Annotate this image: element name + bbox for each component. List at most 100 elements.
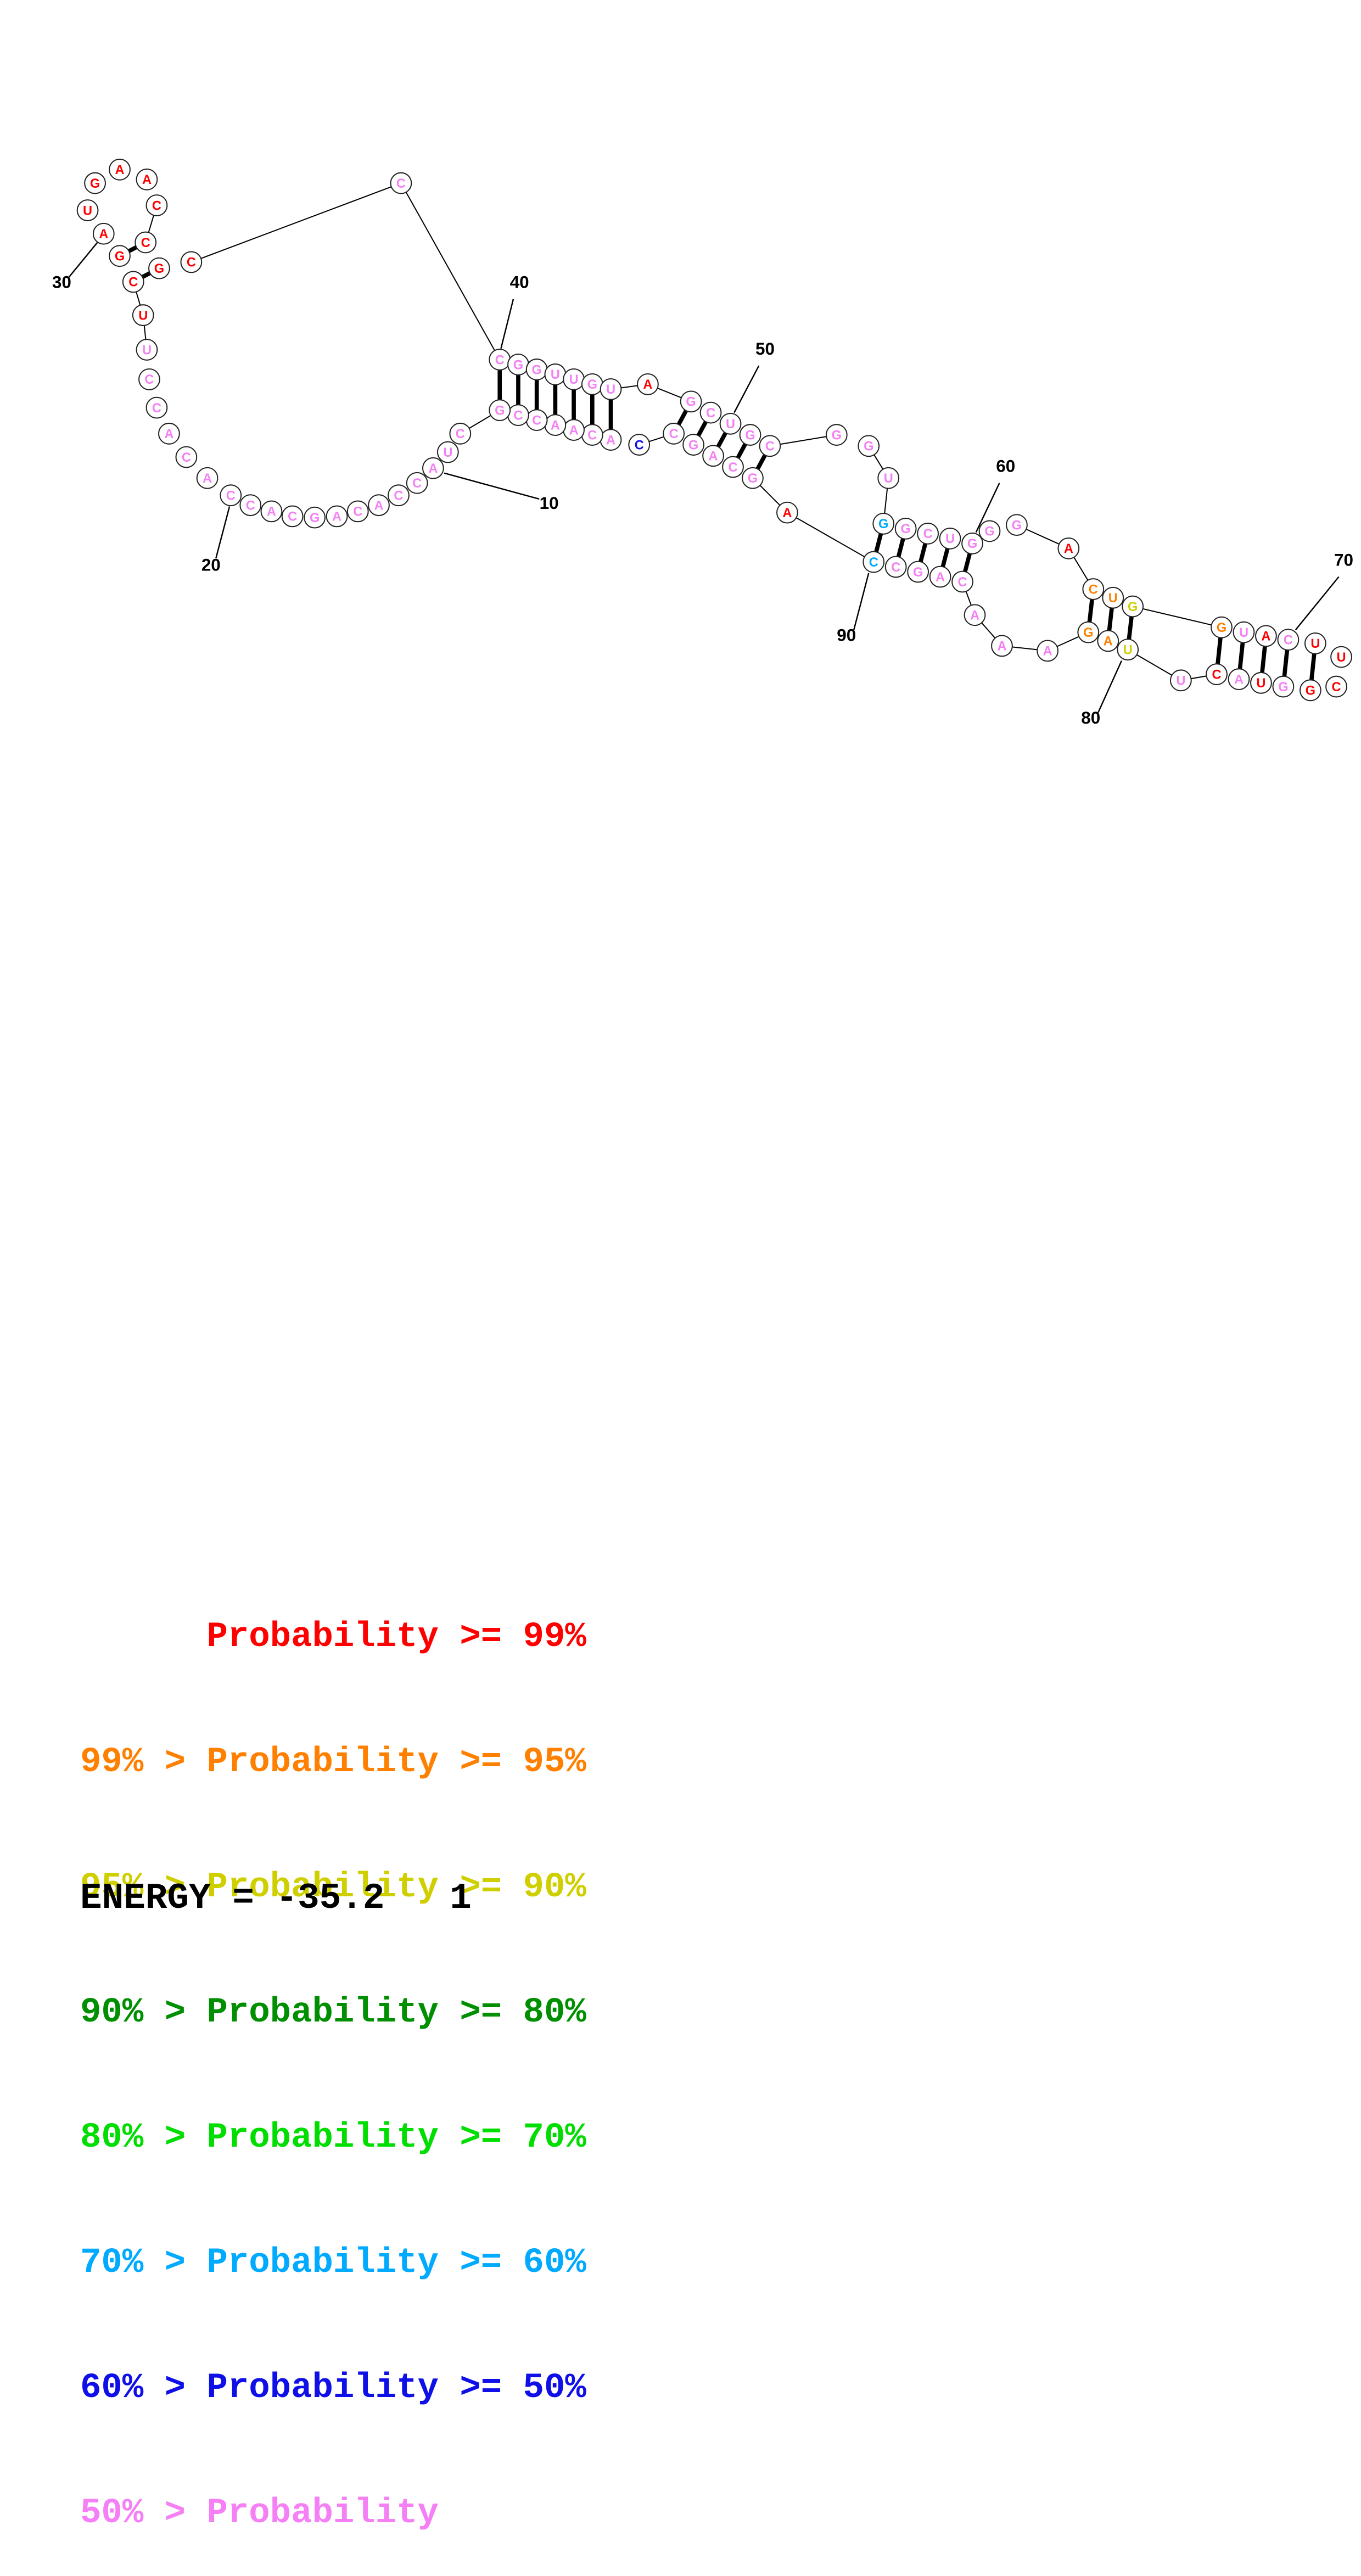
nucleotide: U [1169, 669, 1192, 692]
backbone-link [770, 434, 837, 447]
nucleotide: A [702, 445, 724, 467]
position-label: 30 [52, 273, 71, 292]
svg-text:G: G [1012, 518, 1022, 532]
svg-text:A: A [936, 570, 945, 584]
position-label: 70 [1334, 550, 1353, 569]
svg-text:A: A [1104, 634, 1113, 648]
svg-text:C: C [353, 505, 362, 519]
svg-text:A: A [115, 163, 124, 177]
svg-text:C: C [182, 450, 191, 464]
svg-text:U: U [443, 445, 452, 460]
nucleotide: C [663, 422, 685, 445]
nucleotide: U [877, 467, 900, 489]
nucleotide: C [346, 500, 369, 523]
svg-text:A: A [970, 608, 979, 623]
nucleotide: G [680, 390, 702, 413]
nucleotide: G [978, 520, 1001, 542]
nucleotide: A [136, 168, 158, 191]
svg-text:A: A [1043, 644, 1052, 658]
nucleotide: U [1330, 646, 1352, 668]
svg-text:A: A [782, 506, 792, 520]
position-label: 20 [201, 555, 221, 574]
svg-text:C: C [128, 275, 138, 289]
nucleotide: A [158, 422, 180, 445]
nucleotide: C [507, 404, 529, 426]
svg-text:C: C [635, 438, 644, 452]
svg-text:C: C [226, 489, 236, 503]
svg-text:G: G [1083, 625, 1093, 640]
svg-text:C: C [1089, 582, 1098, 596]
nucleotide: U [719, 412, 742, 435]
nucleotide: A [260, 500, 283, 523]
svg-text:G: G [748, 471, 758, 485]
svg-text:C: C [288, 509, 297, 524]
svg-text:U: U [606, 382, 615, 396]
svg-text:A: A [1261, 629, 1270, 643]
svg-text:U: U [1337, 650, 1346, 664]
nucleotide: U [436, 441, 459, 463]
nucleotide: C [138, 368, 160, 390]
nucleotide: G [825, 424, 848, 446]
svg-text:G: G [878, 517, 888, 531]
svg-text:C: C [513, 408, 523, 422]
svg-text:C: C [187, 255, 196, 270]
nucleotide: C [390, 172, 412, 194]
position-label-line [733, 365, 760, 413]
svg-text:A: A [428, 461, 438, 475]
nucleotide: G [489, 399, 511, 422]
nucleotide: C [122, 271, 144, 293]
position-label-line [500, 299, 514, 349]
svg-text:U: U [1239, 625, 1248, 640]
nucleotide: C [1082, 578, 1105, 600]
nucleotide: U [1250, 671, 1272, 694]
svg-text:C: C [1332, 680, 1341, 694]
nucleotide: C [145, 396, 168, 419]
svg-text:C: C [958, 575, 967, 589]
nucleotide: A [1037, 640, 1059, 662]
svg-text:C: C [412, 476, 422, 490]
nucleotide: A [1057, 537, 1080, 559]
svg-text:G: G [154, 261, 164, 276]
svg-text:C: C [495, 352, 505, 367]
legend-line: 60% > Probability >= 50% [80, 2368, 586, 2408]
nucleotide: U [563, 368, 585, 390]
nucleotide: C [722, 456, 744, 478]
svg-text:A: A [267, 505, 276, 519]
nucleotide: G [742, 467, 764, 489]
svg-text:C: C [152, 401, 161, 415]
backbone-link [1132, 606, 1222, 628]
svg-text:A: A [1234, 672, 1244, 686]
nucleotide: G [507, 354, 529, 376]
nucleotide: U [1117, 639, 1139, 661]
nucleotide: C [175, 446, 198, 468]
position-label-line [68, 242, 98, 278]
nucleotide: G [1006, 514, 1028, 536]
svg-text:C: C [669, 427, 679, 441]
legend-line: Probability >= 99% [80, 1617, 586, 1657]
svg-text:C: C [394, 489, 403, 503]
base-pair-bonds [119, 240, 1318, 691]
svg-text:G: G [967, 536, 977, 551]
svg-text:C: C [729, 460, 738, 474]
nucleotide: G [109, 245, 131, 267]
nucleotide: C [884, 556, 907, 578]
svg-text:A: A [142, 172, 152, 187]
position-label-line [853, 573, 870, 630]
nucleotide: G [894, 517, 917, 540]
nucleotide: A [422, 457, 444, 479]
nucleotide: A [544, 414, 567, 436]
svg-text:G: G [745, 428, 755, 442]
backbone-link [191, 182, 401, 263]
svg-text:A: A [374, 498, 383, 512]
svg-text:A: A [709, 449, 718, 463]
nucleotide: C [145, 194, 168, 216]
nucleotide: A [196, 467, 219, 489]
svg-text:U: U [569, 372, 579, 387]
svg-text:U: U [551, 367, 560, 382]
nucleotide: C [135, 231, 157, 254]
nucleotide: G [1272, 675, 1295, 698]
svg-text:G: G [1306, 684, 1315, 698]
nucleotide: C [525, 409, 548, 431]
svg-text:U: U [884, 471, 893, 485]
